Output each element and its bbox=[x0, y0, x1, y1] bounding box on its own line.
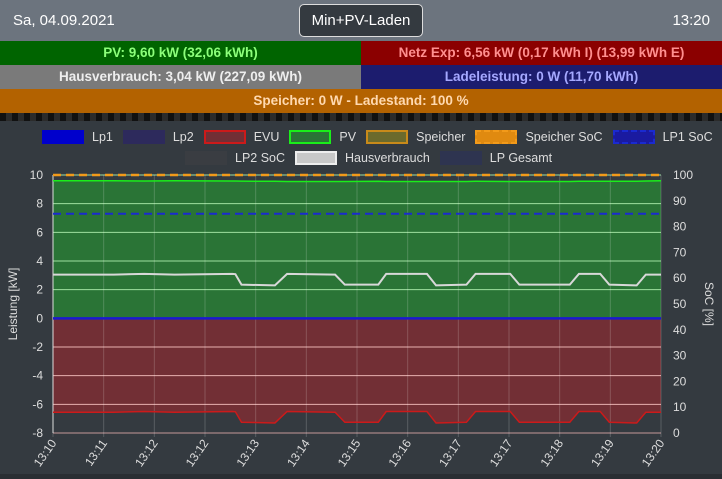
legend-item-pv[interactable]: PV bbox=[289, 130, 356, 144]
x-tick-label: 13:12 bbox=[132, 436, 161, 469]
y-tick-label: 6 bbox=[36, 225, 43, 239]
y2-tick-label: 30 bbox=[673, 349, 687, 363]
legend-swatch bbox=[612, 130, 655, 144]
x-tick-label: 13:17 bbox=[436, 436, 465, 469]
power-chart: Lp1 Lp2 EVU PV Speicher Speicher SoC LP1 SoC L… bbox=[0, 121, 722, 474]
legend-label: LP2 SoC bbox=[235, 151, 286, 165]
legend-swatch bbox=[289, 130, 332, 144]
battery-status: Speicher: 0 W - Ladestand: 100 % bbox=[0, 89, 722, 113]
y2-tick-label: 100 bbox=[673, 168, 693, 182]
y-tick-label: -4 bbox=[32, 369, 43, 383]
y-tick-label: 8 bbox=[36, 197, 43, 211]
x-tick-label: 13:16 bbox=[385, 436, 414, 469]
y2-tick-label: 20 bbox=[673, 374, 687, 388]
legend-item-evu[interactable]: EVU bbox=[203, 130, 280, 144]
y-tick-label: -8 bbox=[32, 426, 43, 440]
legend-label: Speicher SoC bbox=[525, 130, 603, 144]
chart-legend-row2: LP2 SoC Hausverbrauch LP Gesamt bbox=[185, 151, 562, 165]
x-tick-label: 13:12 bbox=[183, 436, 212, 469]
x-tick-label: 13:15 bbox=[335, 436, 364, 469]
pv-area bbox=[53, 180, 661, 319]
date-label: Sa, 04.09.2021 bbox=[13, 12, 115, 29]
x-tick-label: 13:11 bbox=[82, 436, 110, 468]
y-tick-label: -2 bbox=[32, 340, 43, 354]
legend-label: LP Gesamt bbox=[489, 151, 553, 165]
x-tick-label: 13:18 bbox=[537, 436, 566, 469]
legend-item-lp2-soc[interactable]: LP2 SoC bbox=[185, 151, 285, 165]
y2-tick-label: 60 bbox=[673, 271, 687, 285]
divider bbox=[0, 113, 722, 121]
legend-label: Lp2 bbox=[172, 130, 194, 144]
legend-item-lp2[interactable]: Lp2 bbox=[122, 130, 194, 144]
x-tick-label: 13:20 bbox=[639, 436, 668, 469]
house-consumption-line bbox=[53, 272, 661, 287]
evu-line bbox=[53, 410, 661, 424]
pv-line bbox=[53, 179, 662, 183]
legend-swatch bbox=[122, 130, 165, 144]
legend-item-lp1-soc[interactable]: LP1 SoC bbox=[612, 130, 713, 144]
y2-tick-label: 50 bbox=[673, 297, 687, 311]
legend-item-hausverbrauch[interactable]: Hausverbrauch bbox=[295, 151, 430, 165]
legend-item-speicher[interactable]: Speicher bbox=[366, 130, 465, 144]
grid-status: Netz Exp: 6,56 kW (0,17 kWh I) (13,99 kW… bbox=[361, 41, 722, 65]
legend-label: PV bbox=[339, 130, 357, 144]
legend-swatch bbox=[439, 151, 482, 165]
legend-label: EVU bbox=[253, 130, 280, 144]
charge-mode-button[interactable]: Min+PV-Laden bbox=[299, 4, 423, 37]
x-tick-label: 13:14 bbox=[284, 436, 313, 469]
y2-tick-label: 10 bbox=[673, 400, 687, 414]
legend-label: LP1 SoC bbox=[662, 130, 713, 144]
x-tick-label: 13:13 bbox=[233, 436, 262, 469]
y-tick-label: 4 bbox=[36, 254, 43, 268]
x-tick-label: 13:17 bbox=[487, 436, 516, 469]
y2-tick-label: 40 bbox=[673, 323, 687, 337]
legend-item-speicher-soc[interactable]: Speicher SoC bbox=[475, 130, 603, 144]
time-label: 13:20 bbox=[672, 12, 710, 29]
legend-item-lp-gesamt[interactable]: LP Gesamt bbox=[439, 151, 553, 165]
pv-status: PV: 9,60 kW (32,06 kWh) bbox=[0, 41, 361, 65]
legend-swatch bbox=[366, 130, 409, 144]
evu-area bbox=[53, 318, 661, 423]
y-tick-label: 0 bbox=[36, 311, 43, 325]
y2-tick-label: 90 bbox=[673, 194, 687, 208]
legend-swatch bbox=[475, 130, 518, 144]
y-tick-label: 10 bbox=[30, 168, 44, 182]
x-tick-label: 13:19 bbox=[588, 436, 617, 469]
chart-legend-row1: Lp1 Lp2 EVU PV Speicher Speicher SoC LP1 SoC bbox=[42, 130, 722, 144]
y2-tick-label: 80 bbox=[673, 220, 687, 234]
legend-swatch bbox=[42, 130, 84, 144]
legend-label: Speicher bbox=[416, 130, 466, 144]
charging-power-status: Ladeleistung: 0 W (11,70 kWh) bbox=[361, 65, 722, 89]
house-consumption-status: Hausverbrauch: 3,04 kW (227,09 kWh) bbox=[0, 65, 361, 89]
legend-swatch bbox=[203, 130, 246, 144]
header-bar: Sa, 04.09.2021 Min+PV-Laden 13:20 bbox=[0, 0, 722, 41]
legend-label: Hausverbrauch bbox=[345, 151, 430, 165]
legend-swatch bbox=[295, 151, 338, 165]
y-tick-label: 2 bbox=[36, 283, 43, 297]
y2-tick-label: 70 bbox=[673, 245, 687, 259]
legend-swatch bbox=[185, 151, 227, 165]
y2-axis-title: SoC [%] bbox=[702, 282, 716, 326]
x-tick-label: 13:10 bbox=[31, 436, 60, 469]
y-tick-label: -6 bbox=[32, 397, 43, 411]
legend-label: Lp1 bbox=[92, 130, 113, 144]
legend-item-lp1[interactable]: Lp1 bbox=[42, 130, 113, 144]
y2-tick-label: 0 bbox=[673, 426, 680, 440]
y-axis-title: Leistung [kW] bbox=[6, 268, 20, 341]
